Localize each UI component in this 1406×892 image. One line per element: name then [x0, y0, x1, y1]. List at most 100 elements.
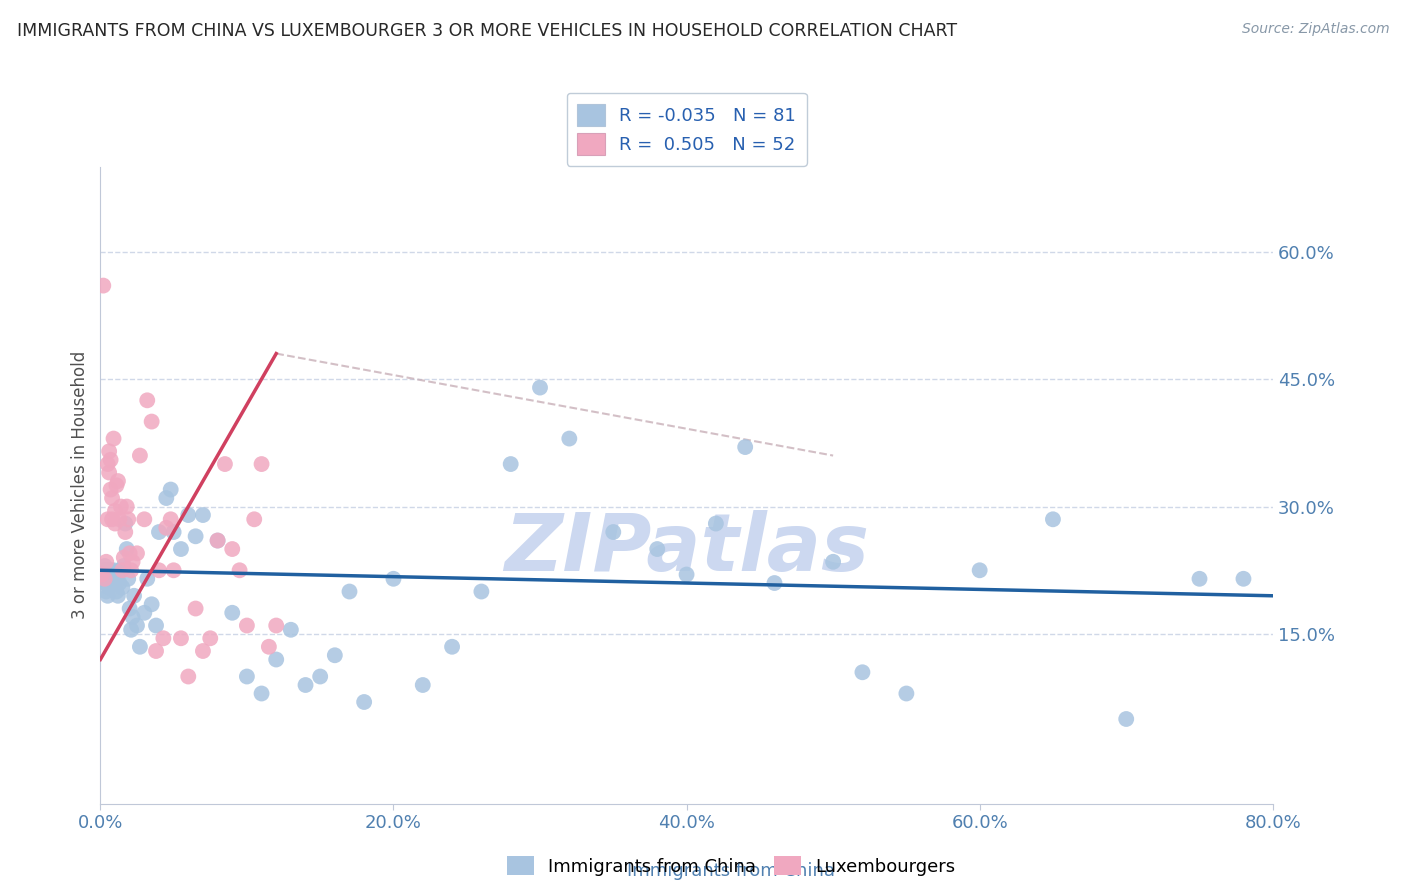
Point [105, 478, 128, 492]
Point [98, 567, 121, 582]
Point [704, 516, 727, 531]
Point [529, 380, 551, 394]
Point [110, 563, 132, 577]
Point [100, 452, 122, 467]
Point [103, 572, 125, 586]
Point [339, 584, 361, 599]
Point [412, 678, 434, 692]
Point [101, 491, 124, 505]
Point [118, 546, 141, 560]
Point [207, 533, 229, 548]
Point [734, 440, 756, 454]
Point [145, 644, 167, 658]
Point [110, 500, 132, 514]
Point [104, 567, 127, 582]
Point [323, 648, 346, 663]
Point [177, 508, 200, 522]
Point [1188, 572, 1211, 586]
Legend: Immigrants from China, Luxembourgers: Immigrants from China, Luxembourgers [499, 849, 963, 883]
Point [602, 524, 624, 539]
Point [96, 555, 118, 569]
Point [250, 686, 273, 700]
Point [100, 576, 122, 591]
Point [90, 567, 112, 582]
Point [294, 678, 316, 692]
Point [103, 432, 125, 446]
Point [120, 623, 142, 637]
Point [129, 449, 152, 463]
Point [98, 580, 121, 594]
Point [129, 640, 152, 654]
Point [111, 563, 134, 577]
Point [177, 669, 200, 683]
Legend: R = -0.035   N = 81, R =  0.505   N = 52: R = -0.035 N = 81, R = 0.505 N = 52 [567, 93, 807, 166]
Point [114, 516, 136, 531]
Point [105, 572, 128, 586]
Point [112, 559, 135, 574]
Point [236, 618, 259, 632]
Point [170, 542, 193, 557]
Point [121, 610, 143, 624]
Point [121, 555, 143, 569]
Point [499, 457, 522, 471]
Point [191, 644, 214, 658]
Point [97, 572, 120, 586]
Point [94, 572, 117, 586]
Point [91, 572, 114, 586]
Point [117, 512, 139, 526]
Y-axis label: 3 or more Vehicles in Household: 3 or more Vehicles in Household [72, 351, 89, 619]
Point [200, 632, 222, 646]
Point [441, 640, 464, 654]
Point [207, 533, 229, 548]
Point [159, 483, 181, 497]
Point [558, 432, 581, 446]
Point [243, 512, 266, 526]
Point [184, 529, 207, 543]
Text: Immigrants from China: Immigrants from China [627, 863, 835, 880]
Point [675, 567, 697, 582]
Point [111, 580, 134, 594]
Point [264, 652, 287, 666]
Point [103, 563, 125, 577]
Point [100, 572, 122, 586]
Point [145, 618, 167, 632]
Point [104, 576, 127, 591]
Point [969, 563, 991, 577]
Point [98, 444, 121, 458]
Point [108, 512, 131, 526]
Point [896, 686, 918, 700]
Point [125, 618, 148, 632]
Point [851, 665, 873, 680]
Point [221, 606, 243, 620]
Point [162, 524, 184, 539]
Point [91, 563, 114, 577]
Point [100, 483, 122, 497]
Point [97, 563, 120, 577]
Point [134, 512, 156, 526]
Point [645, 542, 668, 557]
Point [382, 572, 405, 586]
Point [104, 516, 127, 531]
Point [155, 521, 177, 535]
Point [1115, 712, 1137, 726]
Point [115, 500, 138, 514]
Point [112, 550, 135, 565]
Point [91, 278, 114, 293]
Point [162, 563, 184, 577]
Point [94, 559, 117, 574]
Point [309, 669, 332, 683]
Point [1042, 512, 1064, 526]
Text: IMMIGRANTS FROM CHINA VS LUXEMBOURGER 3 OR MORE VEHICLES IN HOUSEHOLD CORRELATIO: IMMIGRANTS FROM CHINA VS LUXEMBOURGER 3 … [17, 22, 957, 40]
Point [353, 695, 375, 709]
Point [152, 632, 174, 646]
Point [148, 563, 170, 577]
Point [214, 457, 236, 471]
Point [101, 512, 124, 526]
Point [108, 576, 131, 591]
Point [763, 576, 786, 591]
Point [118, 601, 141, 615]
Point [148, 524, 170, 539]
Point [94, 576, 117, 591]
Point [96, 584, 118, 599]
Point [100, 563, 122, 577]
